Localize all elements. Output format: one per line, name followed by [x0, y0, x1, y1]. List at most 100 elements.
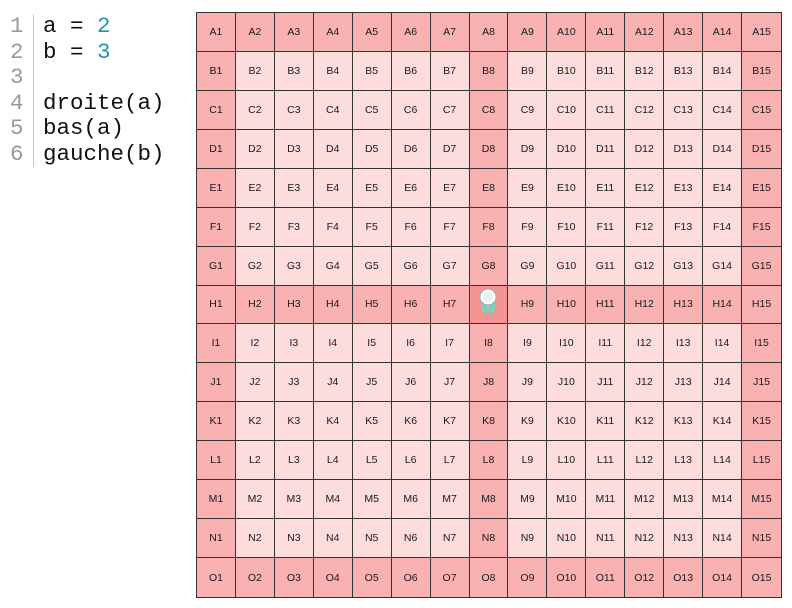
- grid-cell-B2[interactable]: B2: [235, 51, 275, 91]
- code-line[interactable]: 1 a = 2: [10, 13, 165, 40]
- grid-cell-G13[interactable]: G13: [664, 246, 704, 286]
- grid-cell-H3[interactable]: H3: [274, 285, 314, 325]
- grid-cell-O14[interactable]: O14: [703, 558, 743, 597]
- grid-cell-H13[interactable]: H13: [664, 285, 704, 325]
- grid-cell-F12[interactable]: F12: [625, 207, 665, 247]
- grid-cell-A7[interactable]: A7: [430, 13, 470, 52]
- grid-cell-H1[interactable]: H1: [197, 285, 236, 325]
- code-line[interactable]: 4 droite(a): [10, 90, 165, 116]
- grid-cell-N15[interactable]: N15: [742, 519, 781, 559]
- grid-cell-E15[interactable]: E15: [742, 168, 781, 208]
- grid-cell-N11[interactable]: N11: [586, 519, 626, 559]
- grid-cell-I13[interactable]: I13: [664, 324, 704, 364]
- grid-cell-C8[interactable]: C8: [469, 90, 509, 130]
- grid-cell-H15[interactable]: H15: [742, 285, 781, 325]
- grid-cell-K3[interactable]: K3: [274, 402, 314, 442]
- grid-cell-D15[interactable]: D15: [742, 129, 781, 169]
- grid-cell-I9[interactable]: I9: [508, 324, 548, 364]
- code-line[interactable]: 3: [10, 64, 165, 91]
- grid-cell-J12[interactable]: J12: [625, 363, 665, 403]
- grid-cell-N14[interactable]: N14: [703, 519, 743, 559]
- grid-cell-G1[interactable]: G1: [197, 246, 236, 286]
- grid-cell-A11[interactable]: A11: [586, 13, 626, 52]
- grid-cell-C4[interactable]: C4: [313, 90, 353, 130]
- grid-cell-E4[interactable]: E4: [313, 168, 353, 208]
- grid-cell-G6[interactable]: G6: [391, 246, 431, 286]
- grid-cell-E14[interactable]: E14: [703, 168, 743, 208]
- grid-cell-A10[interactable]: A10: [547, 13, 587, 52]
- grid-cell-L9[interactable]: L9: [508, 441, 548, 481]
- code-line[interactable]: 6 gauche(b): [10, 141, 165, 167]
- grid-cell-C5[interactable]: C5: [352, 90, 392, 130]
- grid-cell-O1[interactable]: O1: [197, 558, 236, 597]
- grid-cell-O11[interactable]: O11: [586, 558, 626, 597]
- grid-cell-F14[interactable]: F14: [703, 207, 743, 247]
- grid-cell-O6[interactable]: O6: [391, 558, 431, 597]
- grid-cell-I8[interactable]: I8: [469, 324, 509, 364]
- grid-cell-E13[interactable]: E13: [664, 168, 704, 208]
- grid-cell-D5[interactable]: D5: [352, 129, 392, 169]
- grid-cell-J2[interactable]: J2: [235, 363, 275, 403]
- grid-cell-B5[interactable]: B5: [352, 51, 392, 91]
- grid-cell-C15[interactable]: C15: [742, 90, 781, 130]
- grid-cell-D11[interactable]: D11: [586, 129, 626, 169]
- grid-cell-I2[interactable]: I2: [235, 324, 275, 364]
- grid-cell-A15[interactable]: A15: [742, 13, 781, 52]
- grid-cell-E3[interactable]: E3: [274, 168, 314, 208]
- grid-cell-D10[interactable]: D10: [547, 129, 587, 169]
- grid-cell-N1[interactable]: N1: [197, 519, 236, 559]
- grid-cell-D2[interactable]: D2: [235, 129, 275, 169]
- grid-cell-E8[interactable]: E8: [469, 168, 509, 208]
- grid-cell-H11[interactable]: H11: [586, 285, 626, 325]
- grid-cell-I15[interactable]: I15: [742, 324, 781, 364]
- grid-cell-I12[interactable]: I12: [625, 324, 665, 364]
- grid-cell-N9[interactable]: N9: [508, 519, 548, 559]
- code-line[interactable]: 5 bas(a): [10, 115, 165, 142]
- grid-cell-G9[interactable]: G9: [508, 246, 548, 286]
- grid-cell-C14[interactable]: C14: [703, 90, 743, 130]
- grid-cell-N13[interactable]: N13: [664, 519, 704, 559]
- grid-cell-L14[interactable]: L14: [703, 441, 743, 481]
- grid-cell-G12[interactable]: G12: [625, 246, 665, 286]
- grid-cell-M8[interactable]: M8: [469, 480, 509, 520]
- grid-cell-N6[interactable]: N6: [391, 519, 431, 559]
- grid-cell-A9[interactable]: A9: [508, 13, 548, 52]
- grid-cell-J10[interactable]: J10: [547, 363, 587, 403]
- grid-cell-E11[interactable]: E11: [586, 168, 626, 208]
- grid-cell-K1[interactable]: K1: [197, 402, 236, 442]
- grid-cell-G7[interactable]: G7: [430, 246, 470, 286]
- grid-cell-M12[interactable]: M12: [625, 480, 665, 520]
- grid-cell-B1[interactable]: B1: [197, 51, 236, 91]
- grid-cell-C1[interactable]: C1: [197, 90, 236, 130]
- grid-cell-O12[interactable]: O12: [625, 558, 665, 597]
- grid-cell-C6[interactable]: C6: [391, 90, 431, 130]
- grid-cell-D12[interactable]: D12: [625, 129, 665, 169]
- grid-cell-N7[interactable]: N7: [430, 519, 470, 559]
- grid-cell-H12[interactable]: H12: [625, 285, 665, 325]
- grid-cell-A3[interactable]: A3: [274, 13, 314, 52]
- grid-cell-A8[interactable]: A8: [469, 13, 509, 52]
- grid-cell-L5[interactable]: L5: [352, 441, 392, 481]
- grid-cell-A13[interactable]: A13: [664, 13, 704, 52]
- grid-cell-L11[interactable]: L11: [586, 441, 626, 481]
- grid-cell-J5[interactable]: J5: [352, 363, 392, 403]
- grid-cell-N2[interactable]: N2: [235, 519, 275, 559]
- grid-cell-F5[interactable]: F5: [352, 207, 392, 247]
- grid-cell-J1[interactable]: J1: [197, 363, 236, 403]
- grid-cell-F6[interactable]: F6: [391, 207, 431, 247]
- grid-cell-E9[interactable]: E9: [508, 168, 548, 208]
- grid-cell-M5[interactable]: M5: [352, 480, 392, 520]
- grid-cell-M4[interactable]: M4: [313, 480, 353, 520]
- grid-cell-A6[interactable]: A6: [391, 13, 431, 52]
- grid-cell-K4[interactable]: K4: [313, 402, 353, 442]
- grid-cell-H7[interactable]: H7: [430, 285, 470, 325]
- grid-cell-D6[interactable]: D6: [391, 129, 431, 169]
- grid-cell-F4[interactable]: F4: [313, 207, 353, 247]
- grid-cell-K6[interactable]: K6: [391, 402, 431, 442]
- grid-cell-B4[interactable]: B4: [313, 51, 353, 91]
- grid-cell-L8[interactable]: L8: [469, 441, 509, 481]
- grid-cell-N8[interactable]: N8: [469, 519, 509, 559]
- grid-cell-C7[interactable]: C7: [430, 90, 470, 130]
- grid-cell-G8[interactable]: G8: [469, 246, 509, 286]
